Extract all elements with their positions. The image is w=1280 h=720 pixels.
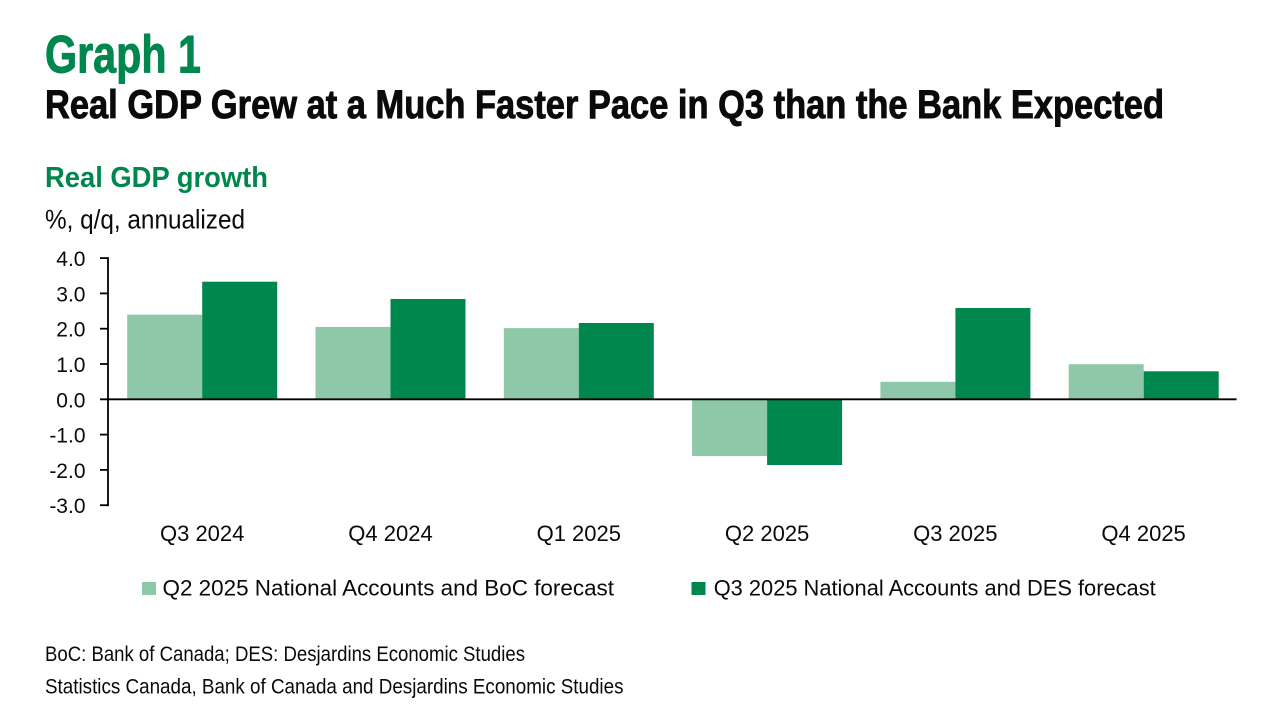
- svg-text:Real GDP Grew at a Much Faster: Real GDP Grew at a Much Faster Pace in Q…: [45, 83, 1164, 127]
- svg-text:4.0: 4.0: [56, 248, 85, 271]
- svg-text:BoC: Bank of Canada; DES: Desj: BoC: Bank of Canada; DES: Desjardins Eco…: [45, 642, 525, 666]
- svg-text:Real GDP growth: Real GDP growth: [45, 162, 268, 194]
- svg-text:Q4 2025: Q4 2025: [1101, 521, 1185, 546]
- svg-text:Graph 1: Graph 1: [45, 26, 201, 85]
- svg-text:Statistics Canada, Bank of Can: Statistics Canada, Bank of Canada and De…: [45, 675, 624, 699]
- svg-text:0.0: 0.0: [56, 389, 85, 412]
- svg-text:3.0: 3.0: [56, 283, 85, 306]
- svg-text:Q3 2025: Q3 2025: [913, 521, 997, 546]
- svg-text:-1.0: -1.0: [49, 425, 85, 448]
- svg-text:-3.0: -3.0: [49, 495, 85, 518]
- svg-text:Q3 2025 National Accounts and: Q3 2025 National Accounts and DES foreca…: [714, 576, 1156, 601]
- svg-text:Q3 2024: Q3 2024: [160, 521, 244, 546]
- svg-text:Q4 2024: Q4 2024: [348, 521, 432, 546]
- svg-text:Q1 2025: Q1 2025: [537, 521, 621, 546]
- svg-text:Q2 2025 National Accounts and: Q2 2025 National Accounts and BoC foreca…: [163, 576, 615, 601]
- svg-text:2.0: 2.0: [56, 319, 85, 342]
- svg-text:%, q/q, annualized: %, q/q, annualized: [45, 204, 245, 234]
- svg-text:-2.0: -2.0: [49, 460, 85, 483]
- svg-text:Q2 2025: Q2 2025: [725, 521, 809, 546]
- svg-text:1.0: 1.0: [56, 354, 85, 377]
